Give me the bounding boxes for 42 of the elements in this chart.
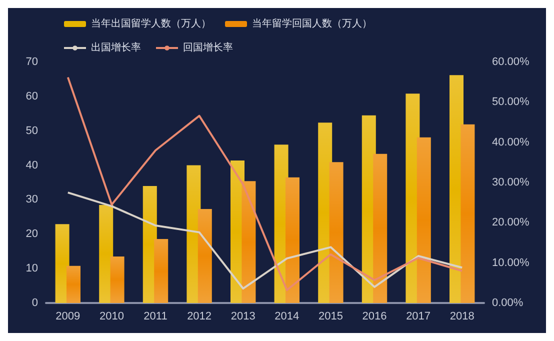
x-tick-label: 2015 bbox=[318, 310, 343, 322]
legend-label: 出国增长率 bbox=[91, 42, 141, 54]
bar bbox=[286, 177, 300, 303]
y-tick-label: 30 bbox=[26, 194, 38, 206]
x-tick-label: 2014 bbox=[274, 310, 300, 322]
y-tick-label: 0 bbox=[32, 297, 38, 309]
x-tick-label: 2011 bbox=[144, 310, 168, 322]
bar bbox=[154, 238, 168, 303]
y2-tick-label: 20.00% bbox=[492, 216, 530, 229]
y2-tick-label: 50.00% bbox=[492, 96, 530, 108]
y2-tick-label: 0.00% bbox=[492, 297, 524, 309]
x-tick-label: 2013 bbox=[230, 310, 256, 322]
x-tick-label: 2017 bbox=[406, 310, 431, 322]
legend-label: 当年留学回国人数（万人） bbox=[252, 18, 372, 30]
legend-label: 回国增长率 bbox=[183, 42, 233, 54]
y-tick-label: 10 bbox=[26, 262, 38, 275]
x-tick-label: 2009 bbox=[56, 310, 80, 322]
x-tick-label: 2010 bbox=[99, 310, 124, 322]
bar bbox=[329, 162, 344, 303]
x-tick-label: 2016 bbox=[362, 310, 387, 322]
y2-tick-label: 10.00% bbox=[492, 256, 530, 269]
y-tick-label: 20 bbox=[26, 228, 38, 240]
x-tick-label: 2018 bbox=[450, 310, 474, 322]
bar bbox=[110, 256, 124, 303]
y-tick-label: 40 bbox=[26, 159, 38, 172]
bar bbox=[242, 181, 256, 303]
bar bbox=[198, 209, 212, 303]
bar bbox=[66, 266, 80, 303]
line-series bbox=[66, 192, 464, 290]
y2-tick-label: 40.00% bbox=[492, 136, 530, 148]
bar bbox=[99, 204, 114, 303]
bar bbox=[416, 137, 431, 303]
x-tick-label: 2012 bbox=[187, 310, 212, 322]
y-tick-label: 50 bbox=[26, 124, 38, 137]
bar bbox=[460, 124, 475, 303]
y-tick-label: 60 bbox=[26, 90, 38, 102]
y2-tick-label: 60.00% bbox=[492, 56, 530, 68]
y2-tick-label: 30.00% bbox=[492, 176, 530, 188]
y-tick-label: 70 bbox=[26, 56, 38, 68]
line-series bbox=[66, 76, 464, 292]
bar bbox=[373, 154, 388, 303]
legend-label: 当年出国留学人数（万人） bbox=[91, 18, 211, 30]
